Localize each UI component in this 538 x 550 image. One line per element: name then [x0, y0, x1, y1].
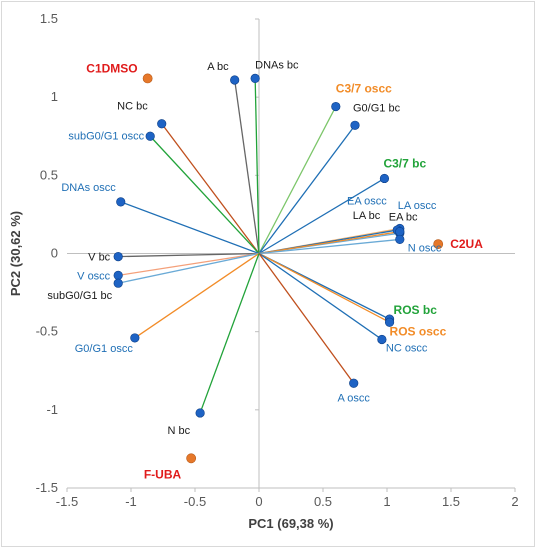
- vector-line: [258, 106, 337, 254]
- vector-point: [395, 227, 405, 237]
- vector-line: [118, 252, 260, 284]
- vector-point: [145, 131, 155, 141]
- vector-point: [395, 234, 405, 245]
- group-label: C2UA: [450, 237, 483, 251]
- vector-line: [258, 252, 390, 323]
- x-tick-label: 1: [383, 494, 390, 509]
- vector-label: subG0/G1 bc: [47, 290, 112, 302]
- vector-label: LA oscc: [398, 200, 437, 212]
- vector-label: subG0/G1 oscc: [68, 130, 144, 142]
- vector-label: V bc: [88, 252, 111, 264]
- y-tick-label: -0.5: [36, 324, 58, 339]
- vector-point: [157, 119, 167, 129]
- vector-label: N oscc: [408, 242, 442, 254]
- vector-line: [258, 230, 400, 255]
- vector-point: [331, 101, 341, 112]
- vector-point: [230, 75, 240, 85]
- vector-point: [116, 197, 126, 207]
- vector-point: [113, 278, 123, 288]
- data-markers: [113, 73, 444, 464]
- vector-label: ROS bc: [394, 303, 438, 317]
- group-label: C1DMSO: [86, 61, 137, 75]
- vector-label: G0/G1 bc: [353, 102, 401, 114]
- axes: -1.5 -1 -0.5 0 0.5 1 1.5 2 1.5 1 0.5 0 -0.5 -1 -1.5: [36, 11, 519, 509]
- x-tick-label: -1.5: [56, 494, 78, 509]
- vector-label: EA oscc: [347, 195, 387, 207]
- vector-label: G0/G1 oscc: [75, 343, 134, 355]
- vector-line: [258, 252, 383, 341]
- vector-point: [113, 252, 123, 262]
- vector-point: [195, 408, 205, 418]
- vector-label: V oscc: [77, 270, 111, 282]
- vector-point: [349, 378, 359, 388]
- group-point: [142, 73, 153, 84]
- vector-line: [118, 252, 260, 258]
- vector-point: [113, 270, 123, 280]
- vector-label: ROS oscc: [390, 324, 447, 338]
- x-tick-label: 0.5: [314, 494, 332, 509]
- vector-point: [350, 120, 360, 130]
- vector-line: [118, 252, 260, 277]
- vector-line: [199, 253, 260, 414]
- group-point: [433, 239, 444, 250]
- vector-label: DNAs bc: [255, 59, 299, 71]
- vector-line: [161, 123, 260, 254]
- x-tick-label: 2: [511, 494, 518, 509]
- vector-label: NC bc: [117, 101, 148, 113]
- vector-label: LA bc: [353, 210, 381, 222]
- vector-label: C3/7 oscc: [336, 82, 392, 96]
- group-label: F-UBA: [144, 467, 182, 481]
- vector-point: [384, 317, 395, 327]
- y-axis-title: PC2 (30,62 %): [8, 211, 23, 296]
- vector-label: C3/7 bc: [383, 156, 426, 170]
- vector-line: [258, 124, 356, 254]
- vector-line: [234, 79, 260, 254]
- point-labels: A bc DNAs bc C3/7 oscc G0/G1 bc NC bc subG0/G…: [47, 59, 483, 481]
- vector-line: [254, 78, 260, 254]
- y-tick-label: 1.5: [40, 11, 58, 26]
- vector-label: NC oscc: [386, 342, 428, 354]
- x-tick-label: 0: [255, 494, 262, 509]
- vector-point: [250, 73, 260, 84]
- x-tick-label: -0.5: [184, 494, 206, 509]
- y-tick-label: 0: [51, 246, 58, 261]
- vector-label: A oscc: [338, 392, 371, 404]
- y-tick-label: 0.5: [40, 167, 58, 182]
- vector-point: [130, 333, 140, 343]
- vector-label: A bc: [207, 61, 229, 73]
- vector-line: [258, 253, 355, 384]
- vector-point: [379, 173, 390, 184]
- vector-line: [134, 252, 260, 339]
- vector-label: DNAs oscc: [61, 182, 116, 194]
- x-axis-title: PC1 (69,38 %): [248, 516, 333, 531]
- vector-line: [258, 238, 400, 255]
- y-tick-label: -1.5: [36, 480, 58, 495]
- x-tick-label: 1.5: [442, 494, 460, 509]
- vector-line: [120, 201, 260, 255]
- vector-point: [377, 334, 387, 345]
- vector-label: N bc: [167, 425, 190, 437]
- group-point: [186, 453, 197, 464]
- vector-line: [149, 135, 260, 254]
- loading-vectors: [118, 78, 400, 414]
- vector-line: [258, 177, 385, 255]
- x-tick-label: -1: [125, 494, 137, 509]
- vector-label: EA bc: [389, 212, 418, 224]
- y-tick-label: -1: [46, 402, 58, 417]
- y-tick-label: 1: [51, 89, 58, 104]
